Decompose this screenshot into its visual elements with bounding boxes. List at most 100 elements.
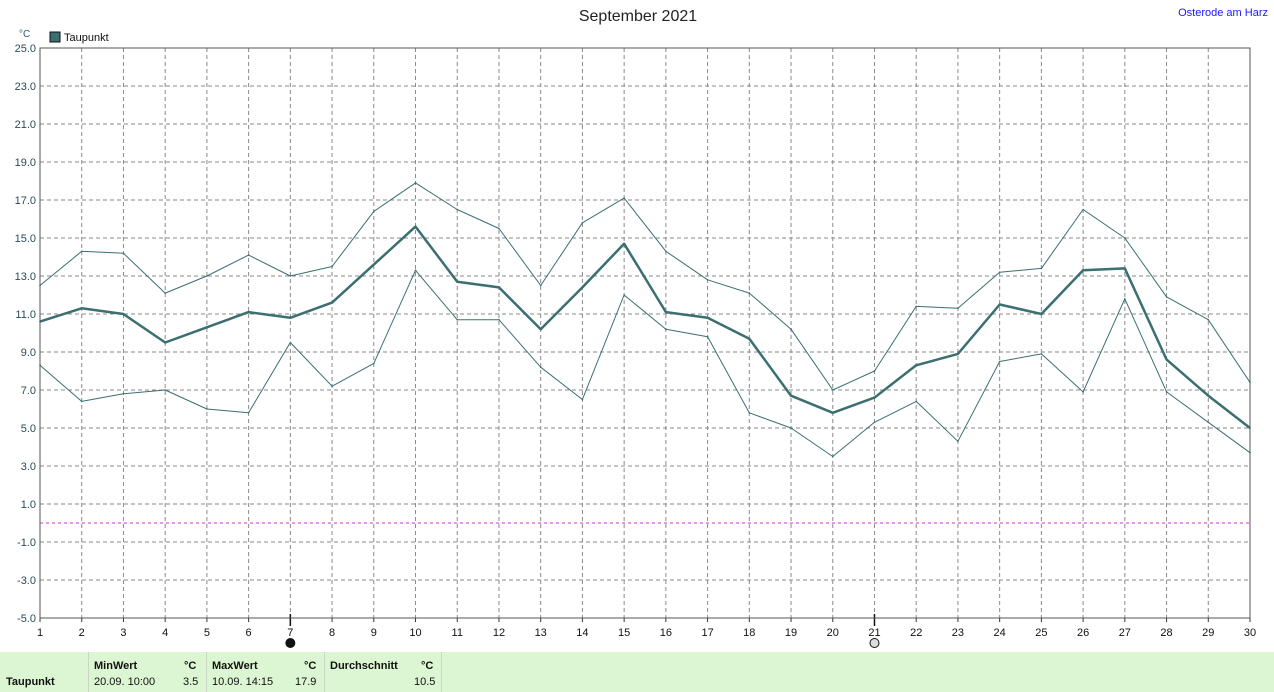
y-axis-unit: °C <box>19 29 30 40</box>
data-point-min <box>289 341 292 344</box>
max-value: 17.9 <box>295 676 317 688</box>
data-point-max <box>1124 237 1126 239</box>
y-tick-label: 13.0 <box>15 271 36 283</box>
x-tick-label: 11 <box>452 627 463 639</box>
data-point-min <box>957 440 959 443</box>
series-line-max <box>39 182 1251 391</box>
grid <box>39 47 1251 619</box>
x-tick-label: 2 <box>79 627 85 639</box>
x-tick-label: 30 <box>1244 627 1256 639</box>
data-point-min <box>1165 391 1168 393</box>
data-point-min <box>539 366 542 369</box>
data-point-mean <box>456 280 459 283</box>
data-point-mean <box>1124 267 1126 270</box>
data-point-mean <box>706 317 709 319</box>
stats-divider <box>324 652 325 692</box>
data-point-max <box>289 275 292 277</box>
x-axis-ticks: 1 2 3 4 5 6 7 8 9 10 11 12 13 14 15 16 17 18 19 20 21 22 23 24 2… <box>37 618 1256 639</box>
x-tick-label: 29 <box>1202 627 1214 639</box>
data-point-min <box>498 318 500 321</box>
data-point-max <box>1207 318 1210 321</box>
x-tick-label: 10 <box>409 627 421 639</box>
data-point-min <box>80 400 83 403</box>
data-point-min <box>247 412 250 414</box>
x-tick-label: 22 <box>910 627 922 639</box>
data-point-max <box>790 328 792 331</box>
data-point-min <box>748 412 751 414</box>
x-tick-label: 17 <box>701 627 713 639</box>
data-point-max <box>80 250 83 253</box>
full-moon-icon <box>869 638 880 648</box>
data-point-mean <box>1165 358 1168 361</box>
station-name[interactable]: Osterode am Harz <box>1178 7 1268 19</box>
data-point-mean <box>247 311 250 313</box>
data-point-min <box>998 360 1001 363</box>
data-point-min <box>331 385 333 388</box>
max-unit: °C <box>304 660 317 672</box>
data-point-mean <box>206 326 208 329</box>
data-point-mean <box>80 307 83 310</box>
data-point-max <box>1082 208 1084 211</box>
data-point-mean <box>414 225 417 228</box>
data-point-min <box>456 318 459 321</box>
x-tick-label: 1 <box>37 627 43 639</box>
y-tick-label: 3.0 <box>21 461 36 473</box>
x-tick-label: 7 <box>287 627 293 639</box>
data-point-mean <box>1082 269 1084 272</box>
data-point-max <box>247 254 250 256</box>
moon-phases <box>285 614 880 648</box>
data-point-min <box>1207 421 1210 424</box>
data-point-mean <box>831 412 834 414</box>
max-header: MaxWert <box>212 660 258 672</box>
data-point-min <box>1124 298 1126 300</box>
data-point-mean <box>998 303 1001 306</box>
data-point-mean <box>539 328 542 331</box>
min-unit: °C <box>184 660 197 672</box>
x-tick-label: 5 <box>204 627 210 639</box>
data-point-max <box>957 307 959 310</box>
x-tick-label: 8 <box>329 627 335 639</box>
data-point-max <box>873 370 876 372</box>
data-point-min <box>831 455 834 458</box>
dewpoint-chart: September 2021 Osterode am Harz °C Taupu… <box>15 7 1268 648</box>
x-tick-label: 21 <box>868 627 880 639</box>
x-tick-label: 20 <box>827 627 839 639</box>
data-point-mean <box>790 394 792 397</box>
data-point-mean <box>289 317 292 319</box>
x-tick-label: 3 <box>120 627 126 639</box>
y-tick-label: -5.0 <box>17 613 36 625</box>
min-datetime: 20.09. 10:00 <box>94 676 156 688</box>
data-point-max <box>164 292 166 294</box>
data-point-mean <box>164 341 166 344</box>
data-point-mean <box>122 313 125 315</box>
data-point-max <box>206 275 208 277</box>
x-tick-label: 26 <box>1077 627 1089 639</box>
stats-divider <box>441 652 442 692</box>
y-tick-label: 7.0 <box>21 385 36 397</box>
data-point-min <box>623 294 625 296</box>
x-tick-label: 4 <box>162 627 168 639</box>
series-line-mean <box>39 225 1251 429</box>
data-point-min <box>414 269 417 272</box>
legend-swatch <box>49 31 61 43</box>
data-point-mean <box>331 301 333 304</box>
stats-bar <box>0 652 1274 692</box>
y-tick-label: 21.0 <box>15 119 36 131</box>
data-point-max <box>1040 267 1043 270</box>
data-point-max <box>665 250 667 253</box>
y-tick-label: 9.0 <box>21 347 36 359</box>
data-point-min <box>122 393 125 395</box>
data-point-max <box>331 265 333 268</box>
data-point-max <box>831 389 834 391</box>
stats-row-label: Taupunkt <box>6 676 55 688</box>
data-point-min <box>706 336 709 338</box>
x-tick-label: 6 <box>246 627 252 639</box>
new-moon-icon <box>285 638 296 648</box>
max-datetime: 10.09. 14:15 <box>212 676 274 688</box>
data-point-mean <box>623 242 625 245</box>
data-point-max <box>414 182 417 184</box>
avg-unit: °C <box>421 660 434 672</box>
data-point-mean <box>873 396 876 399</box>
series-line-min <box>39 269 1251 457</box>
data-point-mean <box>372 263 375 266</box>
